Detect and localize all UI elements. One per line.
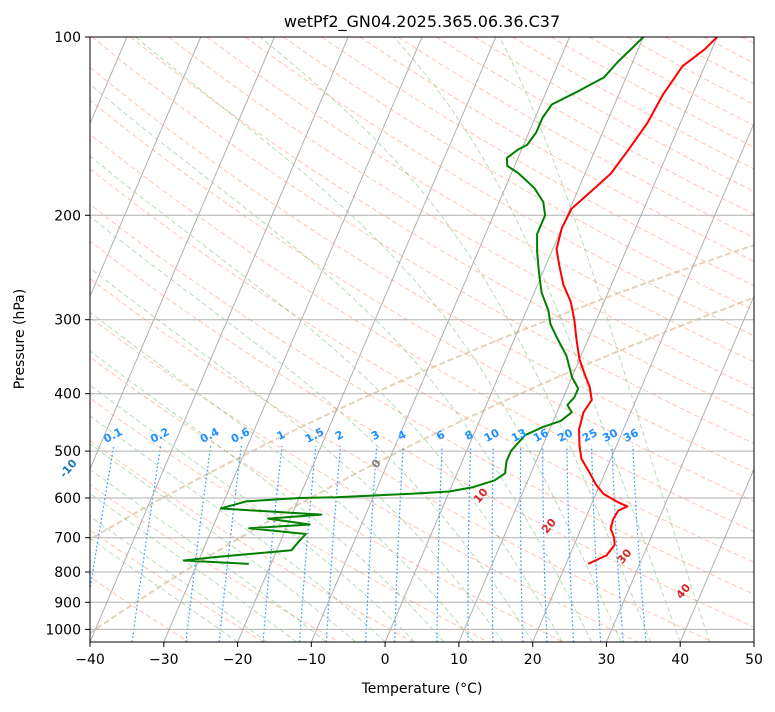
chart-title: wetPf2_GN04.2025.365.06.36.C37 — [284, 12, 560, 32]
y-tick-label: 300 — [54, 313, 81, 329]
x-tick-label: 10 — [450, 652, 468, 668]
x-tick-label: 20 — [524, 652, 542, 668]
x-tick-label: 40 — [671, 652, 689, 668]
y-tick-label: 1000 — [45, 622, 81, 638]
x-tick-label: −40 — [75, 652, 105, 668]
x-tick-label: 0 — [381, 652, 390, 668]
x-tick-label: −10 — [297, 652, 327, 668]
x-tick-label: −30 — [149, 652, 179, 668]
x-axis-label: Temperature (°C) — [361, 681, 483, 697]
y-tick-label: 600 — [54, 491, 81, 507]
y-tick-label: 500 — [54, 444, 81, 460]
y-tick-label: 900 — [54, 595, 81, 611]
y-tick-label: 400 — [54, 387, 81, 403]
y-axis-label: Pressure (hPa) — [12, 289, 28, 389]
x-tick-label: 50 — [745, 652, 763, 668]
y-tick-label: 700 — [54, 531, 81, 547]
y-tick-label: 100 — [54, 30, 81, 46]
y-tick-label: 200 — [54, 208, 81, 224]
y-tick-label: 800 — [54, 565, 81, 581]
x-tick-label: 30 — [597, 652, 615, 668]
x-tick-label: −20 — [223, 652, 253, 668]
